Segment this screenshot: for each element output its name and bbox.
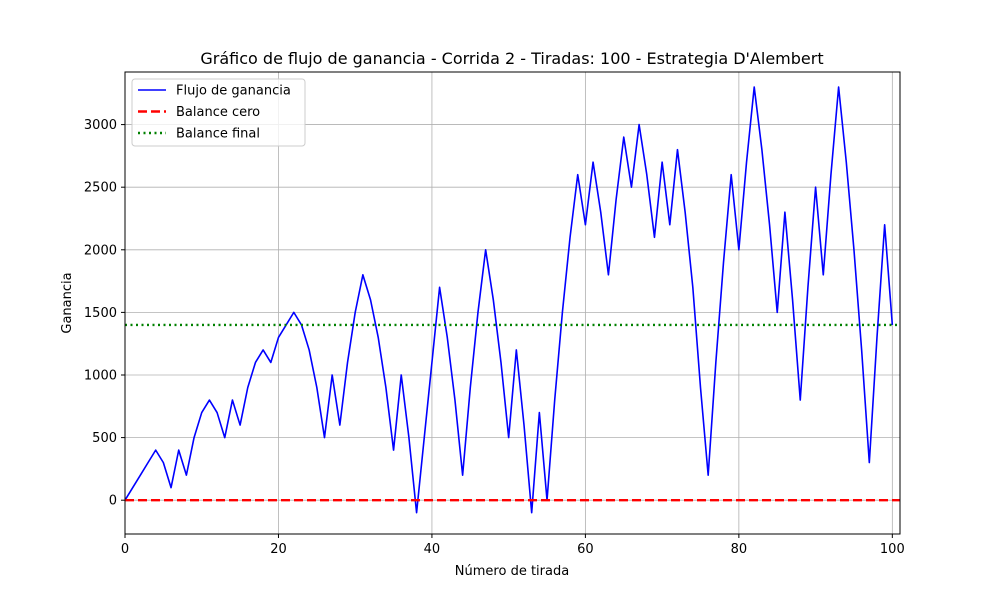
y-tick-label: 2500 [84, 181, 117, 196]
chart-title: Gráfico de flujo de ganancia - Corrida 2… [200, 49, 823, 68]
x-tick-label: 80 [731, 542, 748, 557]
x-tick-label: 100 [880, 542, 905, 557]
legend-box [131, 78, 306, 147]
y-tick-label: 2000 [84, 243, 117, 258]
y-tick-label: 1500 [84, 306, 117, 321]
series-layer [125, 86, 900, 514]
x-tick-label: 20 [270, 542, 287, 557]
legend-label-0: Flujo de ganancia [176, 84, 291, 99]
x-tick-label: 0 [121, 542, 129, 557]
legend: Flujo de ganancia Balance cero Balance fin… [131, 78, 306, 147]
plot-frame [124, 71, 901, 535]
y-tick-label: 1000 [84, 368, 117, 383]
y-tick-label: 500 [92, 431, 117, 446]
y-tick-label: 0 [109, 494, 117, 509]
legend-label-1: Balance cero [176, 105, 260, 120]
legend-label-2: Balance final [176, 127, 260, 142]
y-tick-label: 3000 [84, 118, 117, 133]
y-axis-label: Ganancia [60, 272, 75, 333]
x-tick-label: 60 [577, 542, 594, 557]
x-axis-label: Número de tirada [455, 564, 569, 579]
plot-area [125, 72, 900, 534]
x-tick-label: 40 [424, 542, 441, 557]
series-line-0 [125, 86, 894, 514]
